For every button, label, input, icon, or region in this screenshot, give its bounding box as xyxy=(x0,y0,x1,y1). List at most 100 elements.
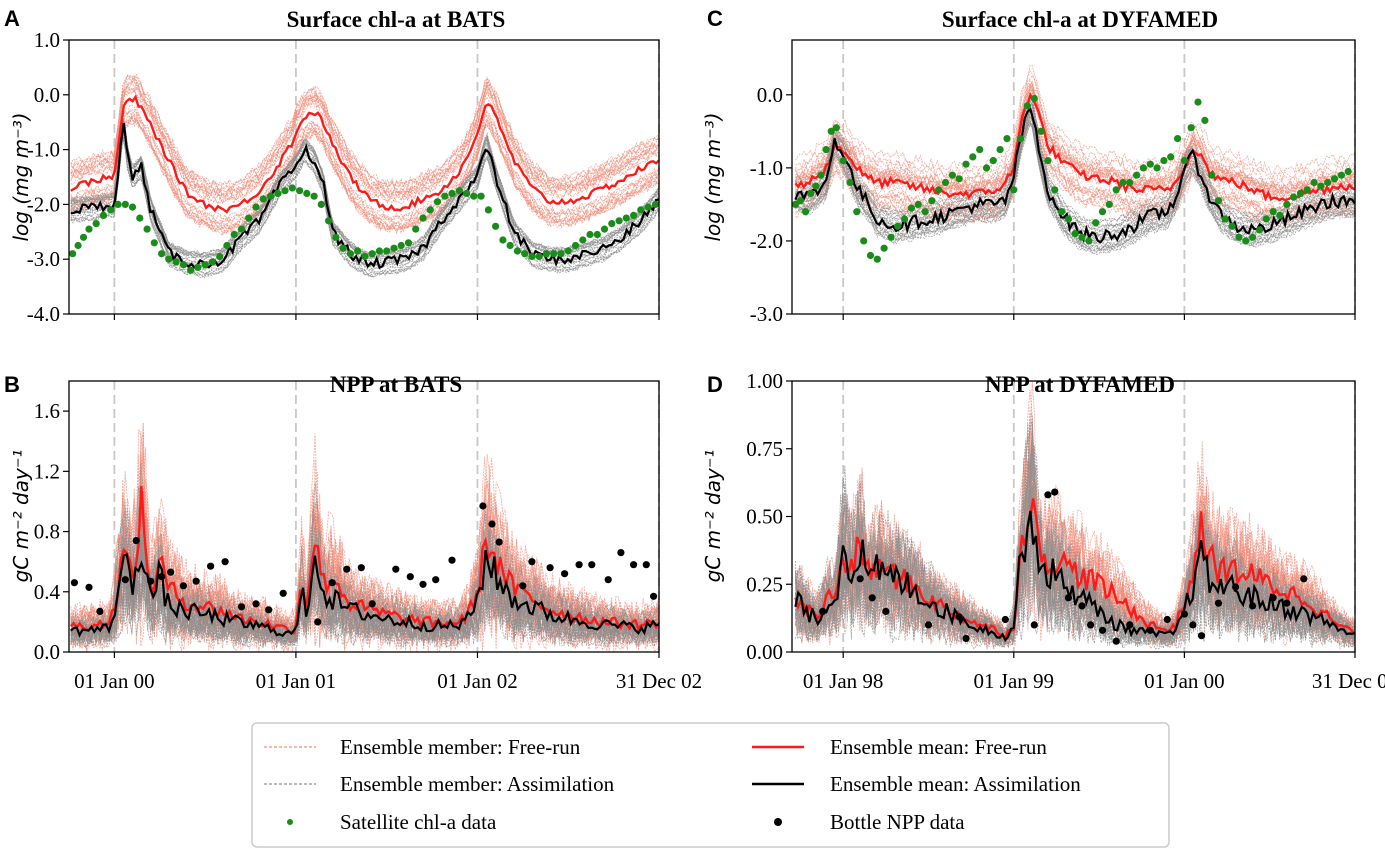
y-tick-label: 0.0 xyxy=(34,83,60,107)
y-tick-label: -1.0 xyxy=(750,156,783,180)
ensemble-member-assimilation xyxy=(70,575,660,649)
satellite-point xyxy=(976,146,984,154)
ensemble-member-assimilation xyxy=(70,463,660,632)
satellite-point xyxy=(317,200,325,208)
satellite-point xyxy=(1105,200,1113,208)
satellite-point xyxy=(791,200,800,208)
satellite-point xyxy=(1153,164,1161,172)
y-tick-label: 0.8 xyxy=(34,520,60,544)
satellite-point xyxy=(1262,215,1270,223)
ensemble-member-assimilation xyxy=(795,121,1356,252)
ensemble-member-free-run xyxy=(70,82,660,197)
satellite-point xyxy=(1317,182,1325,190)
satellite-point xyxy=(266,192,275,200)
bottle-point xyxy=(1269,594,1277,602)
x-tick-label: 01 Jan 98 xyxy=(803,669,884,693)
ensemble-member-assimilation xyxy=(795,94,1356,229)
ensemble-member-assimilation xyxy=(70,128,660,268)
ensemble-member-free-run xyxy=(70,78,660,196)
satellite-point xyxy=(1194,98,1202,106)
ensemble-member-free-run xyxy=(795,70,1356,182)
satellite-point xyxy=(1303,186,1311,194)
satellite-point xyxy=(1235,233,1243,241)
ensemble-mean-assimilation xyxy=(70,549,660,638)
satellite-point xyxy=(535,252,543,261)
satellite-point xyxy=(361,252,369,261)
satellite-point xyxy=(172,258,180,266)
satellite-point xyxy=(887,233,895,241)
satellite-point xyxy=(1119,178,1127,187)
satellite-point xyxy=(1003,135,1011,143)
satellite-point xyxy=(860,237,868,245)
plot-area-b: 0.0 0.4 0.8 1.2 1.6 01 Jan 00 01 Jan 01 01 Jan … xyxy=(34,380,702,693)
satellite-point xyxy=(542,250,551,258)
ensemble-member-free-run xyxy=(795,89,1356,196)
satellite-point xyxy=(928,197,936,205)
satellite-point xyxy=(1139,164,1147,172)
satellite-point xyxy=(310,192,318,200)
y-tick-label: -2.0 xyxy=(750,229,783,253)
ensemble-member-free-run xyxy=(795,102,1356,214)
bottle-point xyxy=(207,562,215,570)
ensemble-member-free-run xyxy=(70,115,660,231)
x-tick-label: 01 Jan 02 xyxy=(437,669,518,693)
bottle-point xyxy=(1214,599,1223,607)
bottle-point xyxy=(1126,621,1134,629)
satellite-point xyxy=(477,192,485,200)
ensemble-member-free-run xyxy=(795,423,1356,635)
satellite-point xyxy=(846,178,854,187)
ensemble-member-assimilation xyxy=(70,127,660,268)
satellite-point xyxy=(121,200,129,208)
bottle-point xyxy=(1044,491,1052,499)
bottle-point xyxy=(1087,621,1095,629)
ensemble-member-assimilation xyxy=(70,134,660,276)
bottle-point xyxy=(392,565,400,573)
plot-area-c: -3.0 -2.0 -1.0 0.0 xyxy=(750,39,1356,326)
satellite-point xyxy=(1242,237,1250,245)
satellite-point xyxy=(1269,208,1277,216)
satellite-point xyxy=(1221,215,1229,223)
satellite-point xyxy=(1310,178,1318,187)
ensemble-member-free-run xyxy=(795,74,1356,185)
bottle-point xyxy=(642,561,650,569)
satellite-point xyxy=(796,197,805,205)
satellite-point xyxy=(550,250,558,258)
satellite-point xyxy=(136,214,144,222)
satellite-point xyxy=(608,220,616,228)
axes-frame xyxy=(68,39,660,315)
satellite-point xyxy=(74,241,82,250)
ensemble-member-free-run xyxy=(70,79,660,197)
satellite-point xyxy=(982,164,991,172)
ensemble-member-free-run xyxy=(70,75,660,191)
satellite-point xyxy=(1160,157,1168,165)
satellite-point xyxy=(208,258,216,266)
y-tick-label: 0.0 xyxy=(34,640,60,664)
bottle-point xyxy=(1189,621,1197,629)
ensemble-member-assimilation xyxy=(795,486,1356,645)
satellite-point xyxy=(564,247,572,255)
satellite-point xyxy=(802,208,810,216)
satellite-point xyxy=(499,236,507,244)
legend-assim-member: Ensemble member: Assimilation xyxy=(340,772,615,796)
legend-bottle-marker xyxy=(774,818,782,826)
legend-bottle: Bottle NPP data xyxy=(830,810,965,834)
satellite-point xyxy=(812,182,820,190)
satellite-point xyxy=(1337,171,1345,179)
bottle-point xyxy=(519,582,527,590)
satellite-point xyxy=(1146,160,1154,168)
ensemble-member-assimilation xyxy=(795,96,1356,227)
satellite-point xyxy=(259,195,267,203)
panel-label-c: C xyxy=(707,6,723,31)
y-tick-label: 0.50 xyxy=(746,505,783,529)
satellite-point xyxy=(651,200,660,208)
y-tick-label: 0.75 xyxy=(746,437,783,461)
ensemble-member-assimilation xyxy=(795,99,1356,234)
bottle-point xyxy=(856,575,864,583)
bottle-point xyxy=(179,582,187,590)
bottle-point xyxy=(252,600,260,608)
satellite-point xyxy=(237,225,246,233)
bottle-point xyxy=(819,607,827,616)
y-tick-label: 0.25 xyxy=(746,572,783,596)
satellite-point xyxy=(1112,186,1120,194)
satellite-point xyxy=(1330,175,1339,183)
